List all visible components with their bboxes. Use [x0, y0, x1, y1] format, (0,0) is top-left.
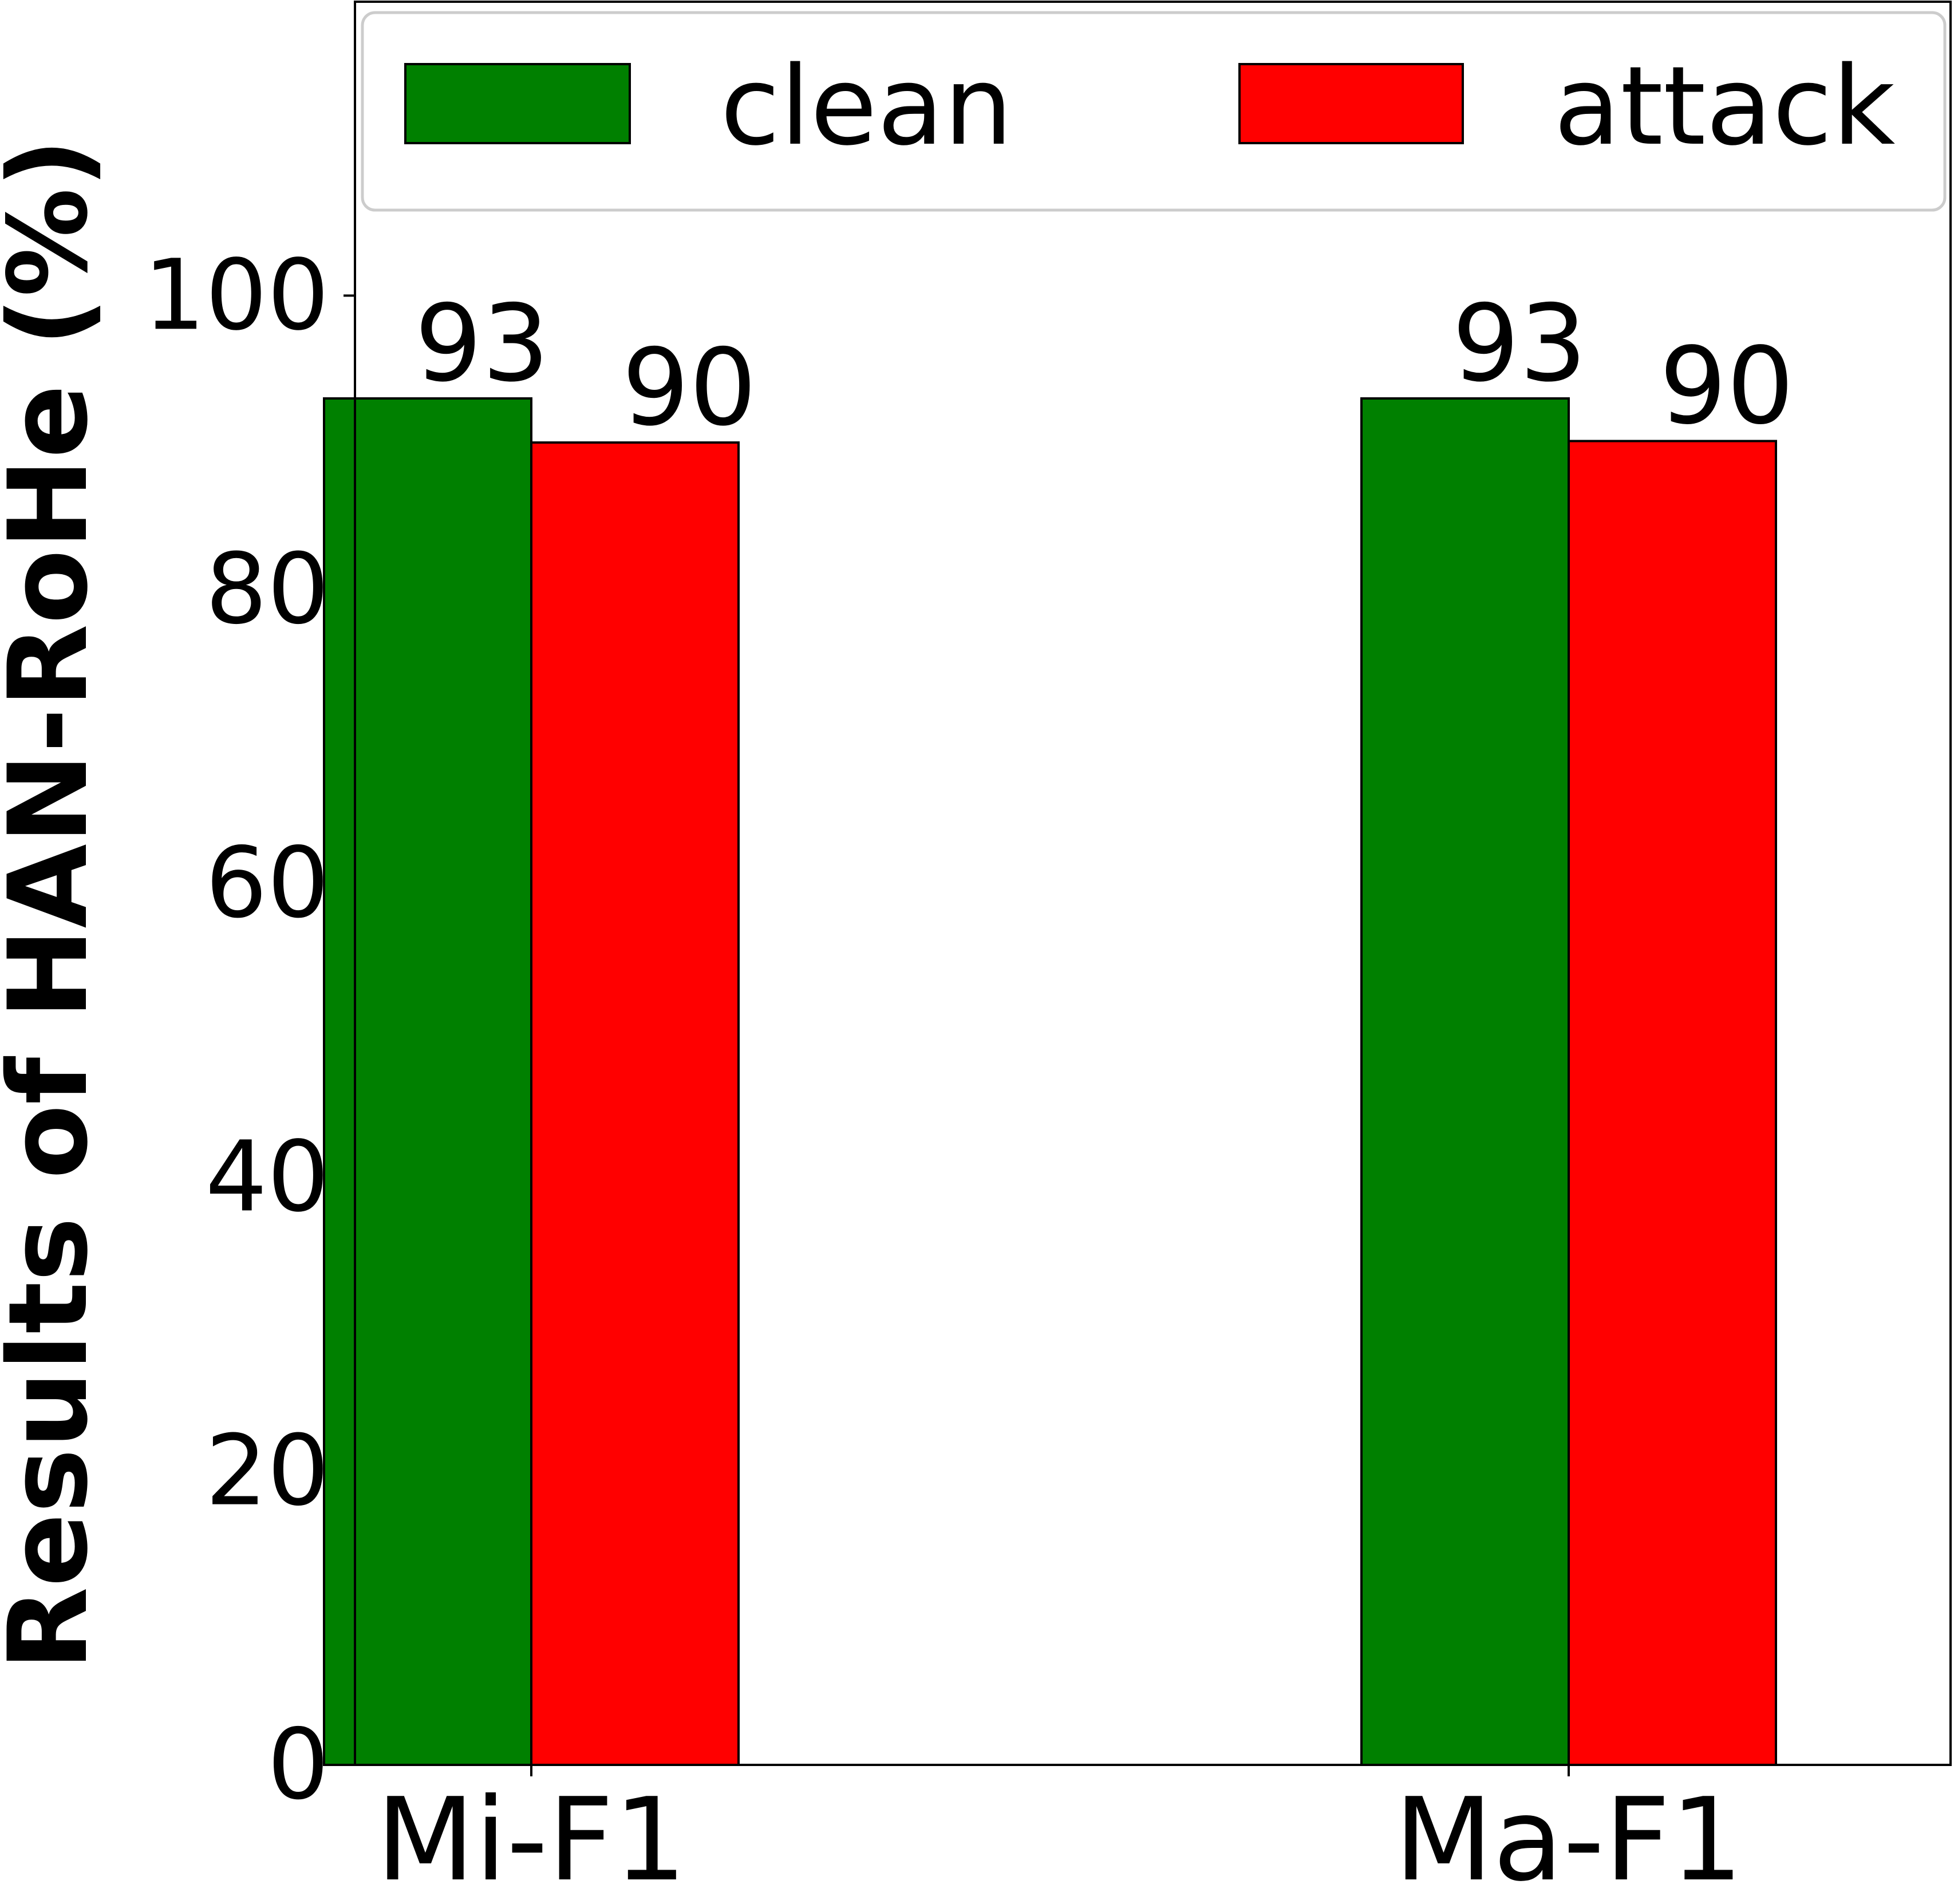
y-tick-label: 20	[206, 1415, 329, 1528]
bar-clean-ma-f1	[1360, 397, 1570, 1766]
bar-attack-ma-f1	[1568, 440, 1777, 1766]
y-tick-label: 40	[206, 1120, 329, 1234]
legend-label-attack: attack	[1554, 43, 1895, 169]
bar-clean-mi-f1	[323, 397, 532, 1766]
bar-value-labels: 93 90 93 90	[415, 282, 1794, 449]
legend-label-clean: clean	[720, 43, 1013, 169]
x-tick-label: Ma-F1	[1394, 1773, 1743, 1904]
legend-frame	[361, 11, 1947, 212]
bar-attack-mi-f1	[530, 441, 740, 1766]
bars	[323, 397, 1777, 1766]
y-tick-label: 60	[206, 827, 329, 940]
y-tick-label: 0	[267, 1708, 329, 1822]
bar-value-label: 90	[622, 326, 756, 449]
y-ticks: 0 20 40 60 80 100	[144, 239, 355, 1822]
bar-value-label: 90	[1659, 324, 1794, 448]
y-axis-label: Results of HAN-RoHe (%)	[0, 139, 112, 1671]
y-tick-label: 80	[206, 533, 329, 646]
y-axis-label-group: Results of HAN-RoHe (%)	[0, 139, 112, 1671]
x-tick-label: Mi-F1	[376, 1773, 687, 1904]
bar-value-label: 93	[415, 282, 549, 405]
plot-frame	[354, 1, 1952, 1766]
x-ticks: Mi-F1 Ma-F1	[376, 1765, 1743, 1904]
legend-swatch-attack	[1238, 63, 1464, 144]
bar-value-label: 93	[1452, 282, 1586, 405]
legend-swatch-clean	[404, 63, 631, 144]
y-tick-label: 100	[144, 239, 329, 352]
legend: clean attack	[361, 11, 1947, 212]
